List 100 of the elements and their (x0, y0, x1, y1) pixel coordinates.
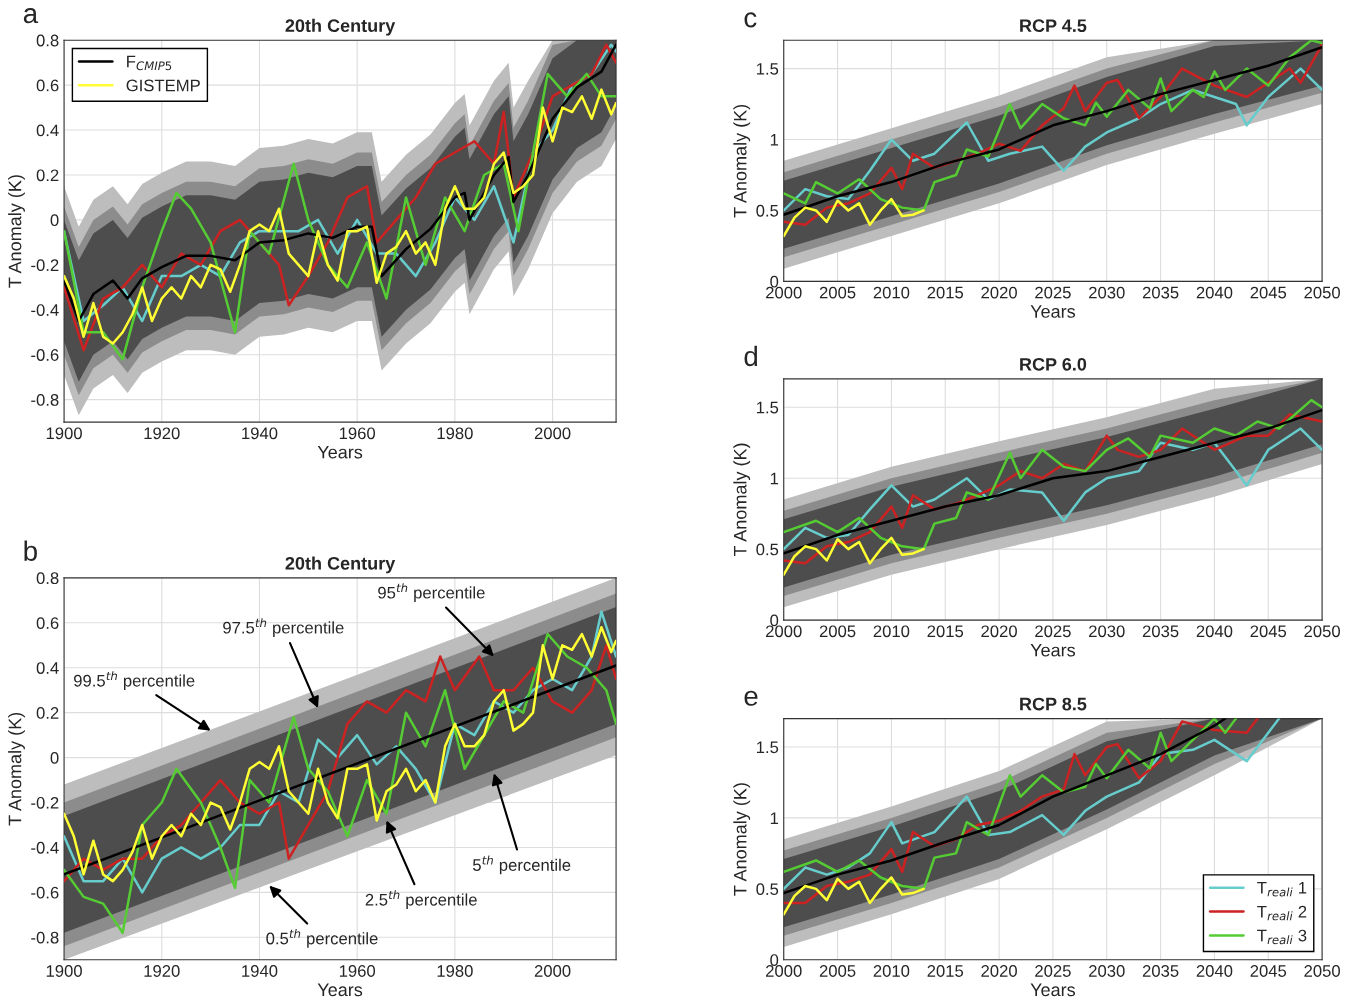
y-tick-label: 0.5 (756, 543, 779, 556)
legend-label: T$_{reali}$ 2 (1257, 905, 1307, 921)
y-axis-title: T Anomaly (K) (733, 104, 751, 218)
x-axis-title: Years (317, 983, 363, 997)
y-tick-label: -0.4 (31, 304, 59, 316)
y-tick-label: 0 (770, 954, 779, 966)
x-tick-label: 2005 (819, 625, 856, 638)
y-tick-label: -0.2 (31, 259, 59, 272)
line-series (783, 536, 925, 576)
x-tick-label: 2040 (1196, 625, 1233, 638)
y-tick-label: 0.5 (756, 204, 779, 217)
text: c (744, 12, 757, 28)
y-axis-title: T Anomaly (K) (8, 175, 25, 288)
x-tick-label: 2000 (766, 286, 802, 299)
y-axis-title: T Anomaly (K) (8, 712, 25, 826)
annotation: 0.5$^{th}$ percentile (266, 929, 378, 948)
x-tick-label: 1960 (339, 427, 376, 440)
y-tick-label: 0.4 (36, 662, 59, 674)
chart-title: 20th Century (285, 18, 396, 36)
text: d (744, 345, 758, 367)
x-tick-label: 1980 (437, 965, 473, 977)
line-series (783, 197, 925, 238)
x-tick-label: 2030 (1089, 965, 1125, 977)
x-tick-label: 2010 (873, 286, 910, 299)
y-tick-label: -0.2 (31, 796, 59, 809)
legend-label: T$_{reali}$ 3 (1257, 929, 1307, 945)
y-tick-label: 1.5 (756, 63, 779, 75)
x-tick-label: 2000 (766, 625, 802, 638)
y-tick-label: -0.8 (31, 931, 59, 944)
x-axis-title: Years (1030, 983, 1076, 997)
x-tick-label: 2020 (981, 625, 1017, 638)
text: a (23, 8, 39, 24)
y-tick-label: 1.5 (756, 741, 779, 754)
x-tick-label: 1960 (339, 965, 376, 977)
x-tick-label: 2010 (873, 965, 910, 977)
y-tick-label: 1 (770, 134, 779, 146)
x-tick-label: 2040 (1196, 286, 1233, 299)
x-tick-label: 2005 (819, 965, 856, 977)
x-tick-label: 2020 (981, 286, 1017, 299)
y-tick-label: -0.6 (31, 886, 59, 899)
x-tick-label: 2005 (819, 286, 856, 299)
chart-title: 20th Century (285, 556, 396, 574)
x-tick-label: 2015 (927, 965, 964, 977)
x-axis-title: Years (1030, 643, 1076, 657)
x-tick-label: 2030 (1089, 625, 1125, 638)
x-tick-label: 1900 (46, 965, 82, 977)
x-tick-label: 2045 (1250, 965, 1287, 977)
x-tick-label: 2030 (1089, 286, 1125, 299)
annotation: 5$^{th}$ percentile (472, 855, 571, 875)
y-tick-label: 1.5 (756, 401, 779, 414)
x-tick-label: 2045 (1250, 625, 1287, 638)
y-tick-label: 0.2 (36, 707, 59, 719)
chart-title: RCP 4.5 (1020, 19, 1087, 33)
x-axis-title: Years (1030, 305, 1076, 318)
x-tick-label: 2000 (766, 965, 802, 977)
x-tick-label: 2025 (1035, 625, 1071, 638)
legend-label: F$_{CMIP5}$ (127, 55, 172, 71)
y-tick-label: 0 (770, 275, 779, 288)
y-tick-label: 1 (770, 472, 779, 485)
annotation: 97.5$^{th}$ percentile (223, 618, 344, 637)
x-tick-label: 2050 (1304, 965, 1340, 977)
x-tick-label: 2010 (873, 625, 910, 638)
line-series (783, 876, 925, 916)
x-tick-label: 2045 (1250, 286, 1287, 299)
legend-label: T$_{reali}$ 1 (1257, 882, 1307, 897)
y-tick-label: 0.2 (36, 169, 59, 182)
chart-title: RCP 8.5 (1020, 697, 1087, 711)
y-tick-label: 0 (50, 214, 59, 227)
x-tick-label: 1980 (437, 427, 473, 440)
x-tick-label: 2035 (1142, 965, 1179, 977)
y-axis-title: T Anomaly (K) (733, 783, 751, 896)
y-axis-title: T Anomaly (K) (733, 443, 751, 557)
x-tick-label: 1940 (242, 427, 278, 440)
x-tick-label: 2015 (927, 286, 964, 299)
x-tick-label: 1900 (46, 427, 82, 440)
chart-title: RCP 6.0 (1020, 357, 1087, 371)
text: e (744, 690, 758, 706)
y-tick-label: 0.4 (36, 124, 59, 137)
y-tick-label: 0.6 (36, 617, 59, 630)
y-tick-label: -0.4 (31, 841, 59, 854)
y-tick-label: -0.8 (31, 394, 59, 406)
x-tick-label: 2050 (1304, 625, 1340, 638)
annotation: 95$^{th}$ percentile (378, 583, 485, 602)
x-tick-label: 2015 (927, 625, 964, 638)
y-tick-label: 0.8 (36, 572, 59, 585)
y-tick-label: 0 (50, 751, 59, 764)
y-tick-label: 0.8 (36, 34, 59, 47)
x-tick-label: 1940 (242, 965, 278, 977)
x-tick-label: 2000 (534, 427, 571, 440)
x-axis-title: Years (317, 445, 363, 459)
x-tick-label: 2025 (1035, 965, 1071, 977)
y-tick-label: 1 (770, 812, 779, 824)
annotation: 2.5$^{th}$ percentile (365, 890, 477, 909)
x-tick-label: 2035 (1142, 286, 1179, 299)
y-tick-label: 0.5 (756, 883, 779, 896)
x-tick-label: 1920 (144, 965, 180, 977)
x-tick-label: 2020 (981, 965, 1017, 977)
x-tick-label: 2040 (1196, 965, 1233, 977)
x-tick-label: 2025 (1035, 286, 1071, 299)
x-tick-label: 2000 (534, 965, 571, 977)
